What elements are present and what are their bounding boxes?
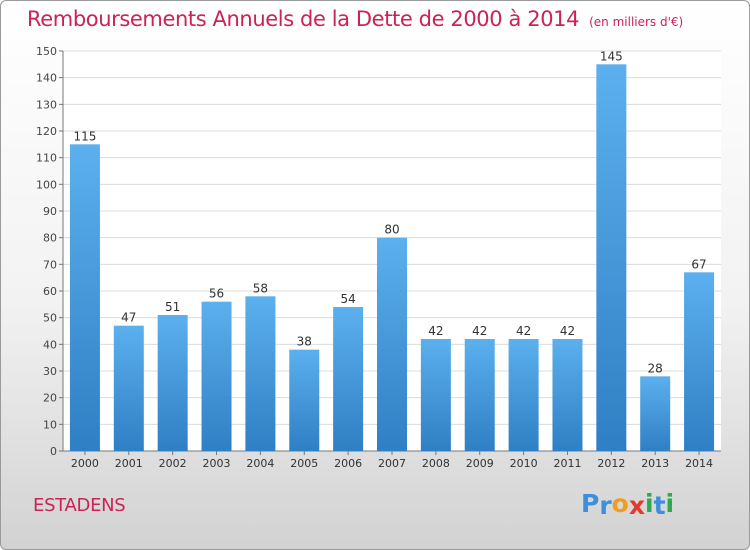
y-tick-label: 0: [50, 445, 57, 458]
x-tick-label: 2013: [641, 457, 669, 470]
x-tick-label: 2003: [203, 457, 231, 470]
logo-letter: o: [611, 489, 629, 518]
y-tick-label: 30: [43, 365, 57, 378]
data-label: 115: [73, 129, 96, 143]
commune-name: ESTADENS: [33, 495, 126, 516]
data-label: 42: [516, 324, 531, 338]
y-tick-label: 50: [43, 312, 57, 325]
x-tick-label: 2014: [685, 457, 713, 470]
data-label: 58: [253, 281, 268, 295]
bar: [640, 376, 671, 451]
y-tick-label: 70: [43, 258, 57, 271]
x-tick-label: 2002: [159, 457, 187, 470]
data-label: 42: [472, 324, 487, 338]
bar: [552, 339, 583, 451]
bar: [113, 325, 144, 451]
logo-letter: i: [645, 489, 654, 518]
chart-subtitle: (en milliers d'€): [589, 15, 684, 29]
data-label: 80: [384, 223, 399, 237]
y-tick-label: 40: [43, 338, 57, 351]
bar: [464, 339, 495, 451]
data-label: 42: [428, 324, 443, 338]
y-tick-label: 100: [36, 178, 57, 191]
x-tick-label: 2004: [246, 457, 274, 470]
chart-title: Remboursements Annuels de la Dette de 20…: [27, 7, 684, 31]
x-tick-label: 2009: [466, 457, 494, 470]
bar: [420, 339, 451, 451]
bar: [508, 339, 539, 451]
bar: [157, 315, 188, 451]
bar: [69, 144, 100, 452]
data-label: 28: [648, 361, 663, 375]
x-tick-label: 2006: [334, 457, 362, 470]
y-tick-label: 10: [43, 418, 57, 431]
y-tick-label: 60: [43, 285, 57, 298]
data-label: 42: [560, 324, 575, 338]
x-tick-label: 2000: [71, 457, 99, 470]
y-tick-label: 140: [36, 72, 57, 85]
data-label: 51: [165, 300, 180, 314]
bar: [684, 272, 715, 451]
x-tick-label: 2012: [597, 457, 625, 470]
x-tick-label: 2010: [510, 457, 538, 470]
data-label: 54: [340, 292, 355, 306]
logo-letter: i: [665, 489, 675, 518]
data-label: 145: [600, 49, 623, 63]
bar: [333, 307, 364, 451]
x-tick-label: 2007: [378, 457, 406, 470]
proxiti-logo[interactable]: Proxiti: [581, 489, 675, 520]
logo-letter: r: [599, 491, 612, 520]
bar: [201, 301, 232, 451]
y-tick-label: 110: [36, 152, 57, 165]
logo-letter: x: [628, 491, 645, 520]
bar: [289, 349, 320, 451]
x-tick-label: 2008: [422, 457, 450, 470]
data-label: 47: [121, 311, 136, 325]
y-tick-label: 80: [43, 232, 57, 245]
logo-letter: P: [581, 489, 600, 518]
x-tick-label: 2005: [290, 457, 318, 470]
x-tick-label: 2011: [553, 457, 581, 470]
y-tick-label: 130: [36, 98, 57, 111]
x-tick-label: 2001: [115, 457, 143, 470]
logo-letter: t: [653, 491, 666, 520]
data-label: 56: [209, 287, 224, 301]
y-tick-label: 150: [36, 45, 57, 58]
y-tick-label: 90: [43, 205, 57, 218]
data-label: 67: [691, 257, 706, 271]
y-tick-label: 20: [43, 392, 57, 405]
data-label: 38: [297, 335, 312, 349]
bar: [245, 296, 276, 451]
y-tick-label: 120: [36, 125, 57, 138]
bar: [596, 64, 627, 452]
bar: [377, 237, 407, 451]
